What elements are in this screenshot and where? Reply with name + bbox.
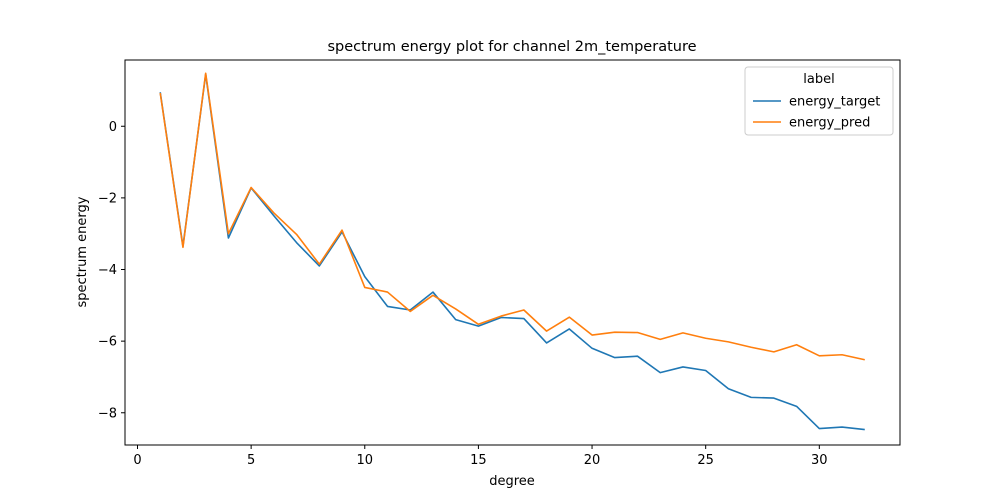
chart-title: spectrum energy plot for channel 2m_temp… xyxy=(327,39,696,55)
x-tick-label: 5 xyxy=(247,453,255,468)
x-tick-label: 0 xyxy=(133,453,141,468)
x-tick-label: 25 xyxy=(697,453,714,468)
y-axis-label: spectrum energy xyxy=(75,196,90,307)
legend-title: label xyxy=(803,72,834,87)
plot-area: 0 5 10 15 20 25 30 0 −2 −4 −6 −8 xyxy=(98,59,901,468)
legend: label energy_target energy_pred xyxy=(744,66,894,136)
x-tick-label: 20 xyxy=(584,453,601,468)
series-line-energy-target xyxy=(159,73,865,431)
legend-box xyxy=(744,66,894,136)
y-axis: 0 −2 −4 −6 −8 xyxy=(98,120,125,421)
series-line-energy-pred xyxy=(159,72,865,361)
x-axis: 0 5 10 15 20 25 30 xyxy=(133,445,828,468)
y-tick-label: −6 xyxy=(98,335,117,350)
y-tick-label: −2 xyxy=(98,191,117,206)
x-axis-label: degree xyxy=(489,474,535,489)
series-lines xyxy=(159,72,865,431)
y-tick-label: −8 xyxy=(98,406,117,421)
legend-label-energy-pred: energy_pred xyxy=(789,116,870,131)
x-tick-label: 15 xyxy=(470,453,487,468)
x-tick-label: 10 xyxy=(356,453,373,468)
x-tick-label: 30 xyxy=(811,453,828,468)
y-tick-label: 0 xyxy=(109,120,117,135)
legend-label-energy-target: energy_target xyxy=(789,95,880,110)
y-tick-label: −4 xyxy=(98,263,117,278)
plot-frame xyxy=(124,59,901,446)
